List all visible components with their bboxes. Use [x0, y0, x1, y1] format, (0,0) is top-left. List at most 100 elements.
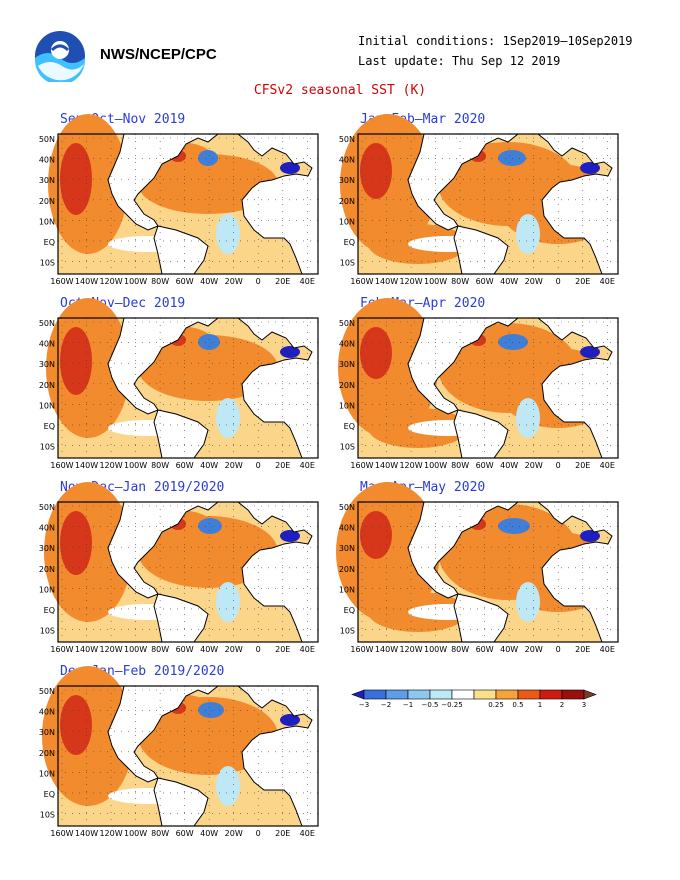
lat-tick-label: 30N [39, 360, 55, 369]
lat-tick-label: 50N [339, 135, 355, 144]
landmass [107, 317, 318, 415]
map-frame [57, 685, 319, 827]
lon-tick-label: 140W [75, 829, 98, 838]
lon-tick-label: 0 [556, 461, 561, 470]
anomaly-region [216, 398, 240, 438]
legend-label: −3 [359, 701, 369, 709]
lat-tick-label: 10S [40, 627, 55, 636]
anomaly-region [498, 334, 528, 350]
lat-tick-label: 20N [39, 197, 55, 206]
legend-label: 3 [582, 701, 586, 709]
lon-tick-label: 0 [256, 829, 261, 838]
landmass [107, 501, 318, 599]
map-frame [357, 133, 619, 275]
lat-tick-label: EQ [44, 790, 55, 799]
lon-tick-label: 40W [500, 277, 518, 286]
lon-tick-label: 40E [300, 461, 315, 470]
map-panel: Nov–Dec–Jan 2019/2020 50N 40N 30N 20N 10N EQ 1… [39, 480, 328, 654]
landmass [407, 317, 618, 415]
anomaly-region [280, 346, 300, 358]
anomaly-region [580, 346, 600, 358]
lon-tick-label: 40W [200, 277, 218, 286]
legend-swatch [407, 689, 431, 700]
lon-tick-label: 60W [176, 829, 194, 838]
lat-tick-label: 50N [39, 503, 55, 512]
lat-tick-label: 10N [339, 217, 355, 226]
anomaly-region [216, 582, 240, 622]
lon-tick-label: 160W [50, 277, 73, 286]
legend-arrow-right [583, 689, 597, 700]
lon-tick-label: 80W [451, 461, 469, 470]
lat-tick-label: 30N [39, 728, 55, 737]
landmass [407, 501, 618, 599]
lon-tick-label: 20W [225, 645, 243, 654]
landmass [536, 317, 619, 459]
lat-tick-label: 50N [39, 687, 55, 696]
map-frame [357, 501, 619, 643]
lon-tick-label: 40E [300, 829, 315, 838]
lon-tick-label: 140W [75, 277, 98, 286]
lat-tick-label: 10S [40, 259, 55, 268]
lon-tick-label: 40W [500, 461, 518, 470]
lon-tick-label: 100W [424, 645, 447, 654]
lat-tick-label: 30N [39, 544, 55, 553]
lon-tick-label: 0 [556, 277, 561, 286]
anomaly-region [580, 162, 600, 174]
lon-tick-label: 80W [151, 829, 169, 838]
last-update: Last update: Thu Sep 12 2019 [358, 54, 561, 68]
lat-tick-label: EQ [344, 238, 355, 247]
map-frame [57, 501, 319, 643]
lon-tick-label: 20W [525, 277, 543, 286]
lon-tick-label: 100W [124, 645, 147, 654]
map-panel: Oct–Nov–Dec 2019 50N 40N 30N 20N 10N EQ 10S 160… [39, 296, 328, 470]
legend-label: −0.5 [422, 701, 439, 709]
landmass [236, 133, 319, 275]
anomaly-region [360, 143, 392, 199]
landmass [153, 777, 209, 827]
landmass [536, 501, 619, 643]
map-panel: Mar–Apr–May 2020 50N 40N 30N 20N 10N EQ 10S 160… [336, 480, 628, 654]
lat-tick-label: 50N [39, 319, 55, 328]
legend-label: 0.25 [488, 701, 504, 709]
lat-tick-label: 20N [39, 381, 55, 390]
lat-tick-label: EQ [44, 238, 55, 247]
initial-conditions: Initial conditions: 1Sep2019–10Sep2019 [358, 34, 633, 48]
lon-tick-label: 160W [50, 829, 73, 838]
lon-tick-label: 140W [75, 461, 98, 470]
lon-tick-label: 20W [225, 829, 243, 838]
lat-tick-label: EQ [44, 422, 55, 431]
lat-tick-label: 40N [339, 340, 355, 349]
lat-tick-label: EQ [344, 606, 355, 615]
lat-tick-label: 30N [339, 176, 355, 185]
lon-tick-label: 20E [575, 461, 590, 470]
lat-tick-label: 30N [39, 176, 55, 185]
landmass [107, 685, 318, 783]
lon-tick-label: 20E [575, 645, 590, 654]
map-panel: Feb–Mar–Apr 2020 50N 40N 30N 20N 10N EQ 10S 160… [338, 296, 628, 470]
lat-tick-label: 10N [39, 217, 55, 226]
lon-tick-label: 160W [350, 461, 373, 470]
legend-swatch [539, 689, 563, 700]
lon-tick-label: 60W [176, 645, 194, 654]
lat-tick-label: 40N [339, 156, 355, 165]
anomaly-region [198, 518, 222, 534]
lon-tick-label: 40W [200, 461, 218, 470]
legend-label: −1 [403, 701, 413, 709]
legend-swatch [451, 689, 475, 700]
lon-tick-label: 20W [225, 277, 243, 286]
legend-swatch [495, 689, 519, 700]
lon-tick-label: 80W [151, 461, 169, 470]
lon-tick-label: 40E [300, 277, 315, 286]
lon-tick-label: 100W [124, 277, 147, 286]
lon-tick-label: 40W [200, 645, 218, 654]
lat-tick-label: 30N [339, 360, 355, 369]
lat-tick-label: 10S [340, 443, 355, 452]
anomaly-region [498, 150, 526, 166]
lon-tick-label: 100W [424, 277, 447, 286]
lon-tick-label: 40W [200, 829, 218, 838]
landmass [236, 685, 319, 827]
sst-anomaly-map: 50N 40N 30N 20N 10N EQ 10S 160W 140W 120W 100W 80W 6… [39, 666, 319, 838]
lat-tick-label: 50N [39, 135, 55, 144]
lon-tick-label: 60W [476, 277, 494, 286]
sst-anomaly-map: 50N 40N 30N 20N 10N EQ 10S 160W 140W 120W 100W 80W 6… [39, 114, 319, 286]
